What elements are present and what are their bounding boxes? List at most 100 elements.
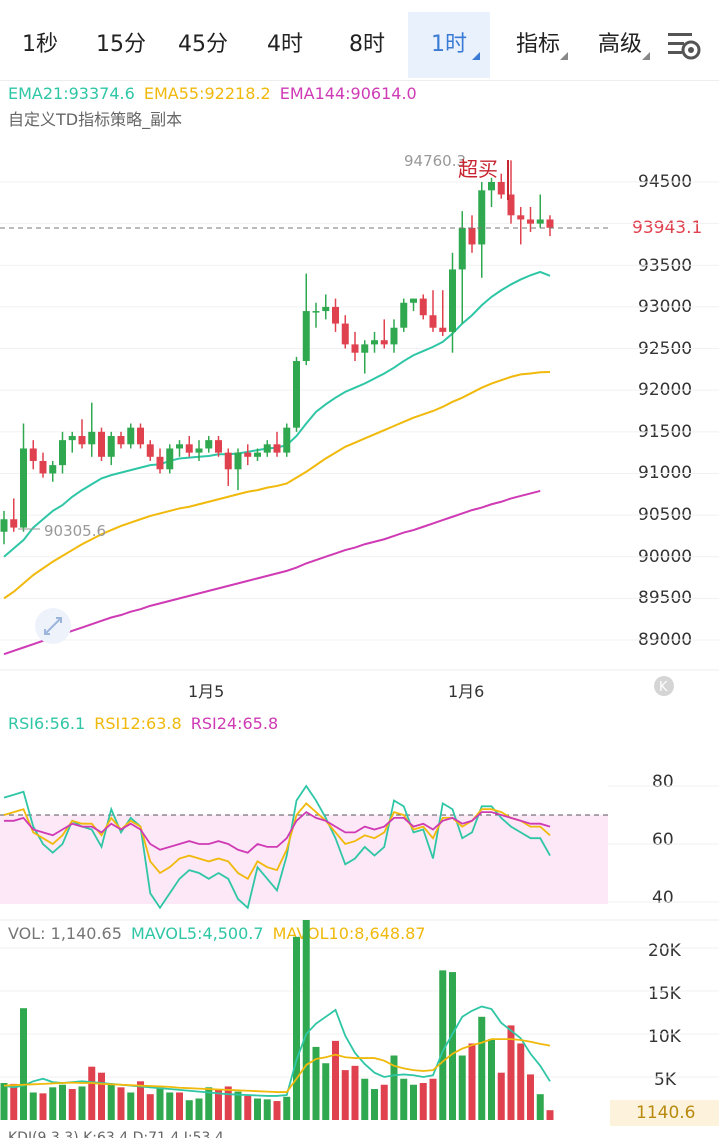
ema144-line — [3, 489, 541, 656]
rsi6-line — [3, 784, 551, 910]
candle-body — [224, 452, 232, 470]
volume-bar — [195, 1098, 203, 1120]
rsi-tick: 80 — [652, 772, 674, 792]
volume-bar — [49, 1087, 57, 1120]
volume-bar — [371, 1089, 378, 1120]
candle-body — [176, 444, 183, 449]
rsi12-legend: RSI12:63.8 — [94, 714, 182, 733]
candle-body — [215, 440, 222, 453]
ema144-legend: EMA144:90614.0 — [279, 84, 417, 103]
tab-indicators[interactable]: 指标 — [500, 12, 576, 78]
chart-settings-icon[interactable] — [666, 30, 706, 64]
candle-body — [400, 302, 408, 328]
reset-zoom-icon[interactable]: K — [654, 676, 674, 696]
volume-bar — [0, 1083, 8, 1120]
volume-bar — [458, 1055, 466, 1120]
mavol10-line — [3, 1038, 551, 1093]
candle-body — [439, 327, 447, 332]
volume-bar — [20, 1008, 27, 1120]
timeframe-tab-bar: 1秒 15分 45分 4时 8时 1时 指标 高级 — [0, 0, 719, 81]
candle-body — [351, 344, 359, 353]
candle-body — [380, 340, 388, 345]
tab-8h[interactable]: 8时 — [330, 12, 404, 78]
candle-body — [254, 452, 261, 457]
candle-body — [419, 298, 427, 316]
candle-body — [156, 456, 164, 470]
candle-body — [107, 435, 115, 457]
low-price-label: 90305.6 — [44, 522, 106, 540]
tab-1h[interactable]: 1时 — [408, 12, 490, 78]
candle-body — [332, 306, 339, 324]
volume-bar — [127, 1092, 135, 1120]
tab-label: 指标 — [515, 32, 560, 57]
candle-body — [78, 435, 86, 445]
candle-body — [263, 444, 271, 453]
candle-body — [234, 452, 242, 470]
candle-body — [185, 444, 193, 453]
expand-icon[interactable] — [35, 608, 71, 644]
candle-body — [283, 427, 291, 453]
volume-chart[interactable] — [0, 920, 719, 1120]
candle-body — [488, 182, 495, 191]
volume-bar — [10, 1083, 18, 1120]
volume-bar — [176, 1092, 183, 1120]
tab-1s[interactable]: 1秒 — [8, 12, 72, 78]
candle-body — [293, 361, 300, 428]
candle-body — [527, 219, 534, 224]
candle-body — [244, 452, 252, 457]
volume-tick: 15K — [648, 984, 681, 1004]
tab-4h[interactable]: 4时 — [248, 12, 322, 78]
rsi-chart[interactable] — [0, 712, 719, 922]
volume-bar — [98, 1072, 105, 1120]
volume-bar — [449, 972, 456, 1120]
overbought-signal-label: 超买 — [458, 157, 498, 181]
candle-body — [127, 427, 135, 445]
ema55-line — [3, 371, 551, 600]
volume-bar — [390, 1055, 398, 1120]
rsi-legend: RSI6:56.1 RSI12:63.8 RSI24:65.8 — [8, 714, 282, 733]
time-tick: 1月6 — [448, 682, 484, 701]
dropdown-corner-icon — [560, 52, 568, 60]
candle-body — [341, 323, 349, 345]
candle-body — [49, 465, 57, 474]
dropdown-corner-icon — [472, 52, 480, 60]
candle-body — [410, 298, 417, 303]
volume-bar — [497, 1072, 505, 1120]
volume-tick: 5K — [654, 1070, 676, 1090]
tab-label: 45分 — [178, 32, 228, 57]
candle-body — [273, 444, 281, 453]
candle-body — [117, 435, 125, 445]
volume-bar — [107, 1084, 115, 1120]
volume-bar — [39, 1093, 47, 1120]
candle-body — [507, 194, 515, 216]
volume-bar — [478, 1016, 486, 1120]
candle-body — [390, 327, 398, 345]
volume-bar — [332, 1040, 339, 1120]
tab-label: 1秒 — [22, 32, 58, 57]
candle-body — [322, 306, 330, 312]
current-price: 93943.1 — [632, 218, 703, 238]
volume-bar — [527, 1074, 534, 1120]
volume-bar — [244, 1095, 252, 1120]
kdj-legend-partial: KDJ(9,3,3) K:63.4 D:71.4 J:53.4 — [8, 1130, 224, 1138]
candle-body — [10, 519, 18, 528]
mavol10-legend: MAVOL10:8,648.87 — [272, 924, 426, 943]
high-price-label: 94760.3 — [404, 152, 466, 170]
volume-bar — [380, 1084, 388, 1120]
volume-bar — [351, 1065, 359, 1120]
tab-15m[interactable]: 15分 — [82, 12, 160, 78]
candle-body — [166, 448, 174, 470]
tab-label: 4时 — [267, 32, 303, 57]
volume-bar — [146, 1094, 154, 1120]
volume-bar — [293, 936, 300, 1120]
volume-bar — [156, 1088, 164, 1120]
volume-legend: VOL: 1,140.65 MAVOL5:4,500.7 MAVOL10:8,6… — [8, 924, 430, 943]
candlestick-chart[interactable]: 94760.3 超买 90305.6 1月5 1月6 K — [0, 0, 719, 712]
volume-bar — [68, 1089, 76, 1120]
rsi6-legend: RSI6:56.1 — [8, 714, 86, 733]
volume-bar — [59, 1084, 66, 1120]
volume-bar — [273, 1101, 281, 1120]
tab-45m[interactable]: 45分 — [164, 12, 242, 78]
volume-bar — [29, 1092, 37, 1120]
tab-advanced[interactable]: 高级 — [582, 12, 658, 78]
